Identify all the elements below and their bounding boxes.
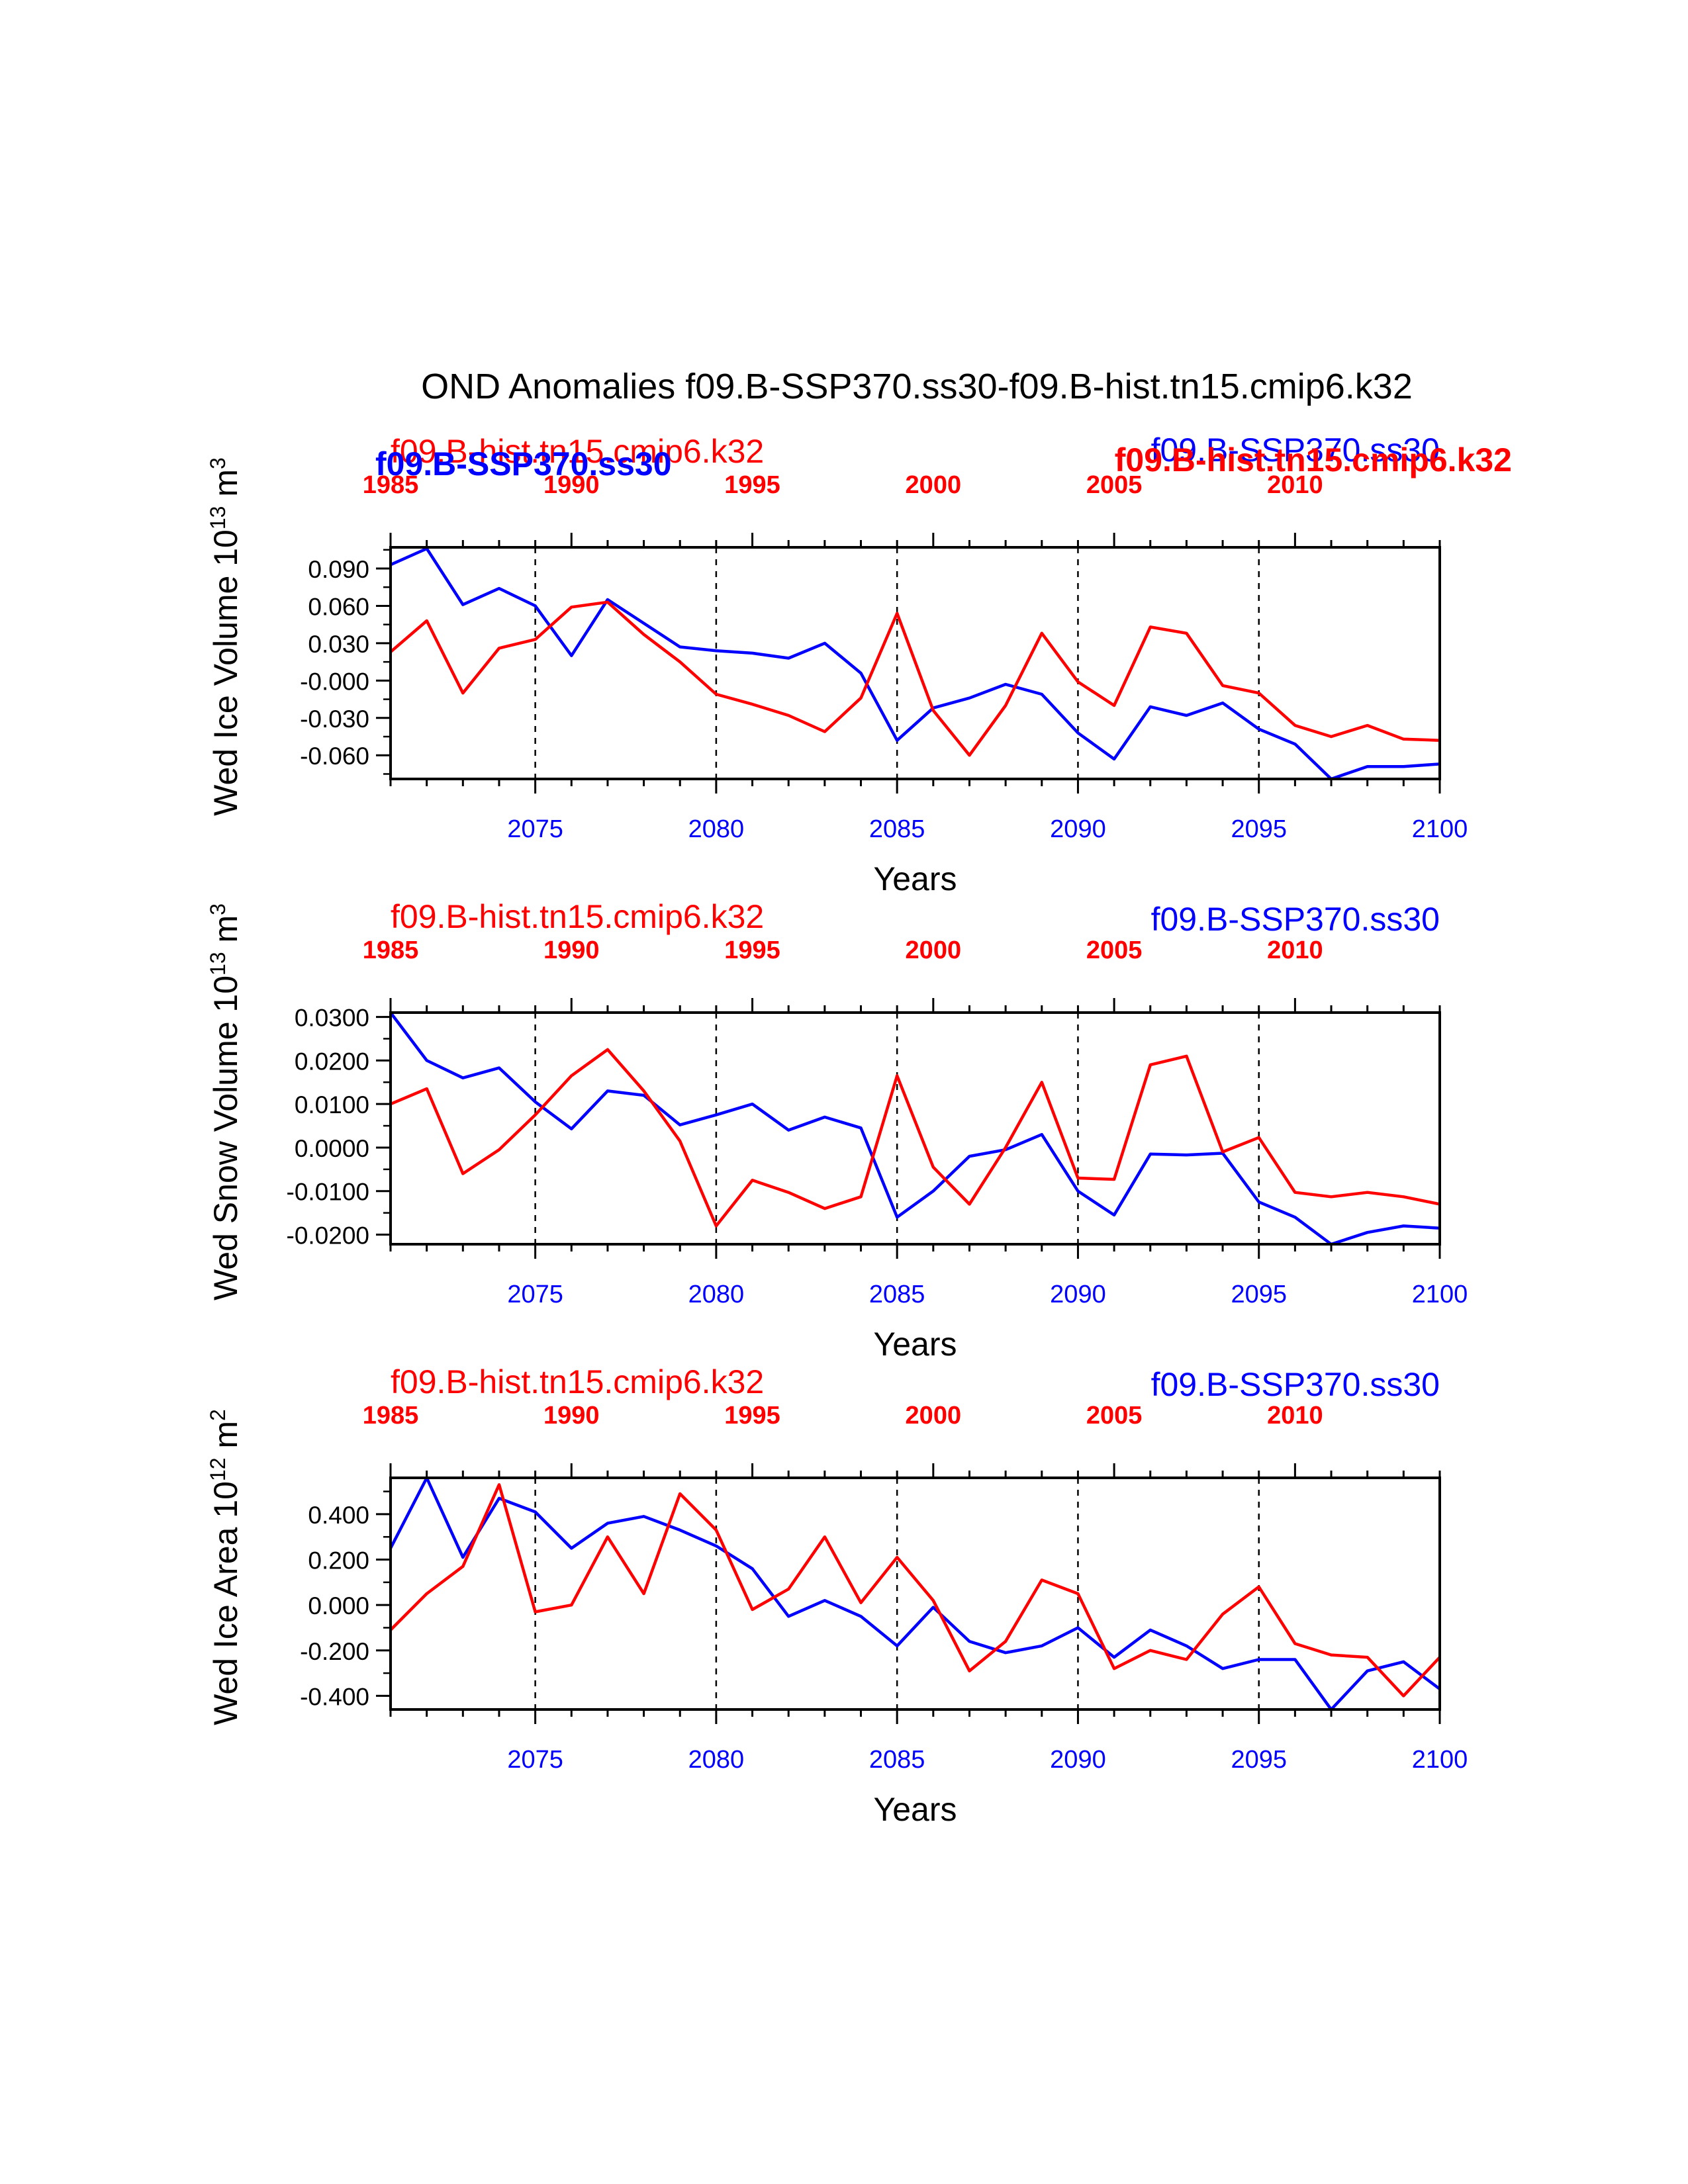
top-tick-label: 1985 <box>363 936 419 964</box>
y-axis-label: Wed Ice Volume 1013 m3 <box>206 457 244 816</box>
x-tick-label: 2090 <box>1050 1746 1106 1774</box>
y-axis-label-text: Wed Ice Volume 10 <box>207 529 244 816</box>
y-tick-label: -0.000 <box>300 668 369 695</box>
plot-frame <box>389 1011 1441 1246</box>
x-tick-label: 2100 <box>1412 1281 1468 1308</box>
legend-ssp-label: f09.B-SSP370.ss30 <box>1151 901 1440 938</box>
top-tick-label: 2005 <box>1086 471 1143 499</box>
top-tick-label: 1985 <box>363 471 419 499</box>
y-tick-label: 0.0200 <box>295 1048 369 1075</box>
y-axis-label-text: m <box>207 915 244 952</box>
plot-frame <box>389 1477 1441 1711</box>
y-axis-label: Wed Ice Area 1012 m2 <box>206 1409 244 1725</box>
top-tick-label: 2000 <box>906 936 962 964</box>
y-tick-label: 0.0000 <box>295 1135 369 1162</box>
y-tick-label: -0.400 <box>300 1683 369 1710</box>
top-tick-label: 2005 <box>1086 1402 1143 1430</box>
x-tick-label: 2075 <box>507 815 563 843</box>
top-tick-label: 2000 <box>906 1402 962 1430</box>
x-tick-label: 2080 <box>688 1746 745 1774</box>
plot-frame <box>389 546 1441 780</box>
y-tick-label: 0.400 <box>308 1502 369 1529</box>
y-axis-label-exponent: 3 <box>206 457 230 469</box>
y-tick-label: 0.000 <box>308 1592 369 1619</box>
x-tick-label: 2095 <box>1231 1281 1287 1308</box>
legend-ssp-label: f09.B-SSP370.ss30 <box>1151 1366 1440 1403</box>
y-axis-label-exponent: 13 <box>206 506 230 530</box>
x-axis-label: Years <box>873 860 957 897</box>
y-axis-label-exponent: 2 <box>206 1409 230 1421</box>
top-tick-label: 1990 <box>543 936 600 964</box>
y-tick-label: -0.060 <box>300 743 369 770</box>
series-line <box>390 547 1440 781</box>
y-axis-label-exponent: 13 <box>206 952 230 976</box>
x-tick-label: 2075 <box>507 1281 563 1308</box>
y-axis-label-text: m <box>207 1421 244 1458</box>
y-tick-label: -0.0100 <box>287 1179 370 1206</box>
series-line <box>389 1476 1441 1711</box>
y-axis-label: Wed Snow Volume 1013 m3 <box>206 903 244 1300</box>
x-tick-label: 2095 <box>1231 1746 1287 1774</box>
chart-panels: 0.090 0.060 0.030 -0.000 -0.030 -0.060 2075 208… <box>206 432 1468 1828</box>
series-line <box>389 1483 1441 1698</box>
top-tick-label: 2005 <box>1086 936 1143 964</box>
chart-panel: 0.0300 0.0200 0.0100 0.0000 -0.0100 -0.0200 20… <box>206 898 1468 1363</box>
y-tick-label: -0.200 <box>300 1638 369 1665</box>
top-tick-label: 1985 <box>363 1402 419 1430</box>
x-tick-label: 2100 <box>1412 1746 1468 1774</box>
x-tick-label: 2075 <box>507 1746 563 1774</box>
y-axis-label-text: Wed Snow Volume 10 <box>207 976 244 1300</box>
series-line <box>389 600 1440 757</box>
legend-hist-label: f09.B-hist.tn15.cmip6.k32 <box>391 1363 764 1400</box>
y-tick-label: 0.200 <box>308 1547 369 1574</box>
y-tick-label: -0.030 <box>300 705 369 733</box>
legend-hist-label: f09.B-hist.tn15.cmip6.k32 <box>391 433 764 470</box>
series-line <box>390 1048 1440 1228</box>
y-axis-label-exponent: 3 <box>206 903 230 915</box>
top-tick-label: 1990 <box>543 471 600 499</box>
y-axis-label-exponent: 12 <box>206 1458 230 1482</box>
top-tick-label: 1990 <box>543 1402 600 1430</box>
y-axis-label-text: Wed Ice Area 10 <box>207 1481 244 1725</box>
top-tick-label: 2010 <box>1267 471 1323 499</box>
top-tick-label: 1995 <box>724 1402 780 1430</box>
figure-title: OND Anomalies f09.B-SSP370.ss30-f09.B-hi… <box>421 367 1413 406</box>
top-tick-label: 1995 <box>724 936 780 964</box>
x-tick-label: 2085 <box>869 1281 925 1308</box>
legend-ssp-label: f09.B-SSP370.ss30 <box>1151 432 1440 469</box>
top-tick-label: 2000 <box>906 471 962 499</box>
chart-panel: 0.400 0.200 0.000 -0.200 -0.400 2075 2080 2085 2… <box>206 1363 1468 1828</box>
x-tick-label: 2100 <box>1412 815 1468 843</box>
x-tick-label: 2080 <box>688 1281 745 1308</box>
x-tick-label: 2085 <box>869 1746 925 1774</box>
y-axis-label-text: m <box>207 469 244 506</box>
x-tick-label: 2095 <box>1231 815 1287 843</box>
y-tick-label: 0.060 <box>308 593 369 620</box>
series-line <box>389 1011 1440 1246</box>
x-tick-label: 2090 <box>1050 815 1106 843</box>
x-axis-label: Years <box>873 1326 957 1363</box>
x-axis-label: Years <box>873 1791 957 1828</box>
y-tick-label: -0.0200 <box>287 1222 370 1250</box>
y-tick-label: 0.030 <box>308 631 369 658</box>
top-tick-label: 1995 <box>724 471 780 499</box>
legend-hist-label: f09.B-hist.tn15.cmip6.k32 <box>391 898 764 935</box>
y-tick-label: 0.0300 <box>295 1005 369 1032</box>
x-tick-label: 2090 <box>1050 1281 1106 1308</box>
top-tick-label: 2010 <box>1267 1402 1323 1430</box>
overlap-label-ssp-bold: f09.B-SSP370.ss30 <box>375 445 672 482</box>
x-tick-label: 2085 <box>869 815 925 843</box>
top-tick-label: 2010 <box>1267 936 1323 964</box>
chart-panel: 0.090 0.060 0.030 -0.000 -0.030 -0.060 2075 208… <box>206 432 1468 897</box>
x-tick-label: 2080 <box>688 815 745 843</box>
y-tick-label: 0.090 <box>308 556 369 583</box>
y-tick-label: 0.0100 <box>295 1091 369 1118</box>
overlap-label-hist-bold: f09.B-hist.tn15.cmip6.k32 <box>1115 441 1512 478</box>
